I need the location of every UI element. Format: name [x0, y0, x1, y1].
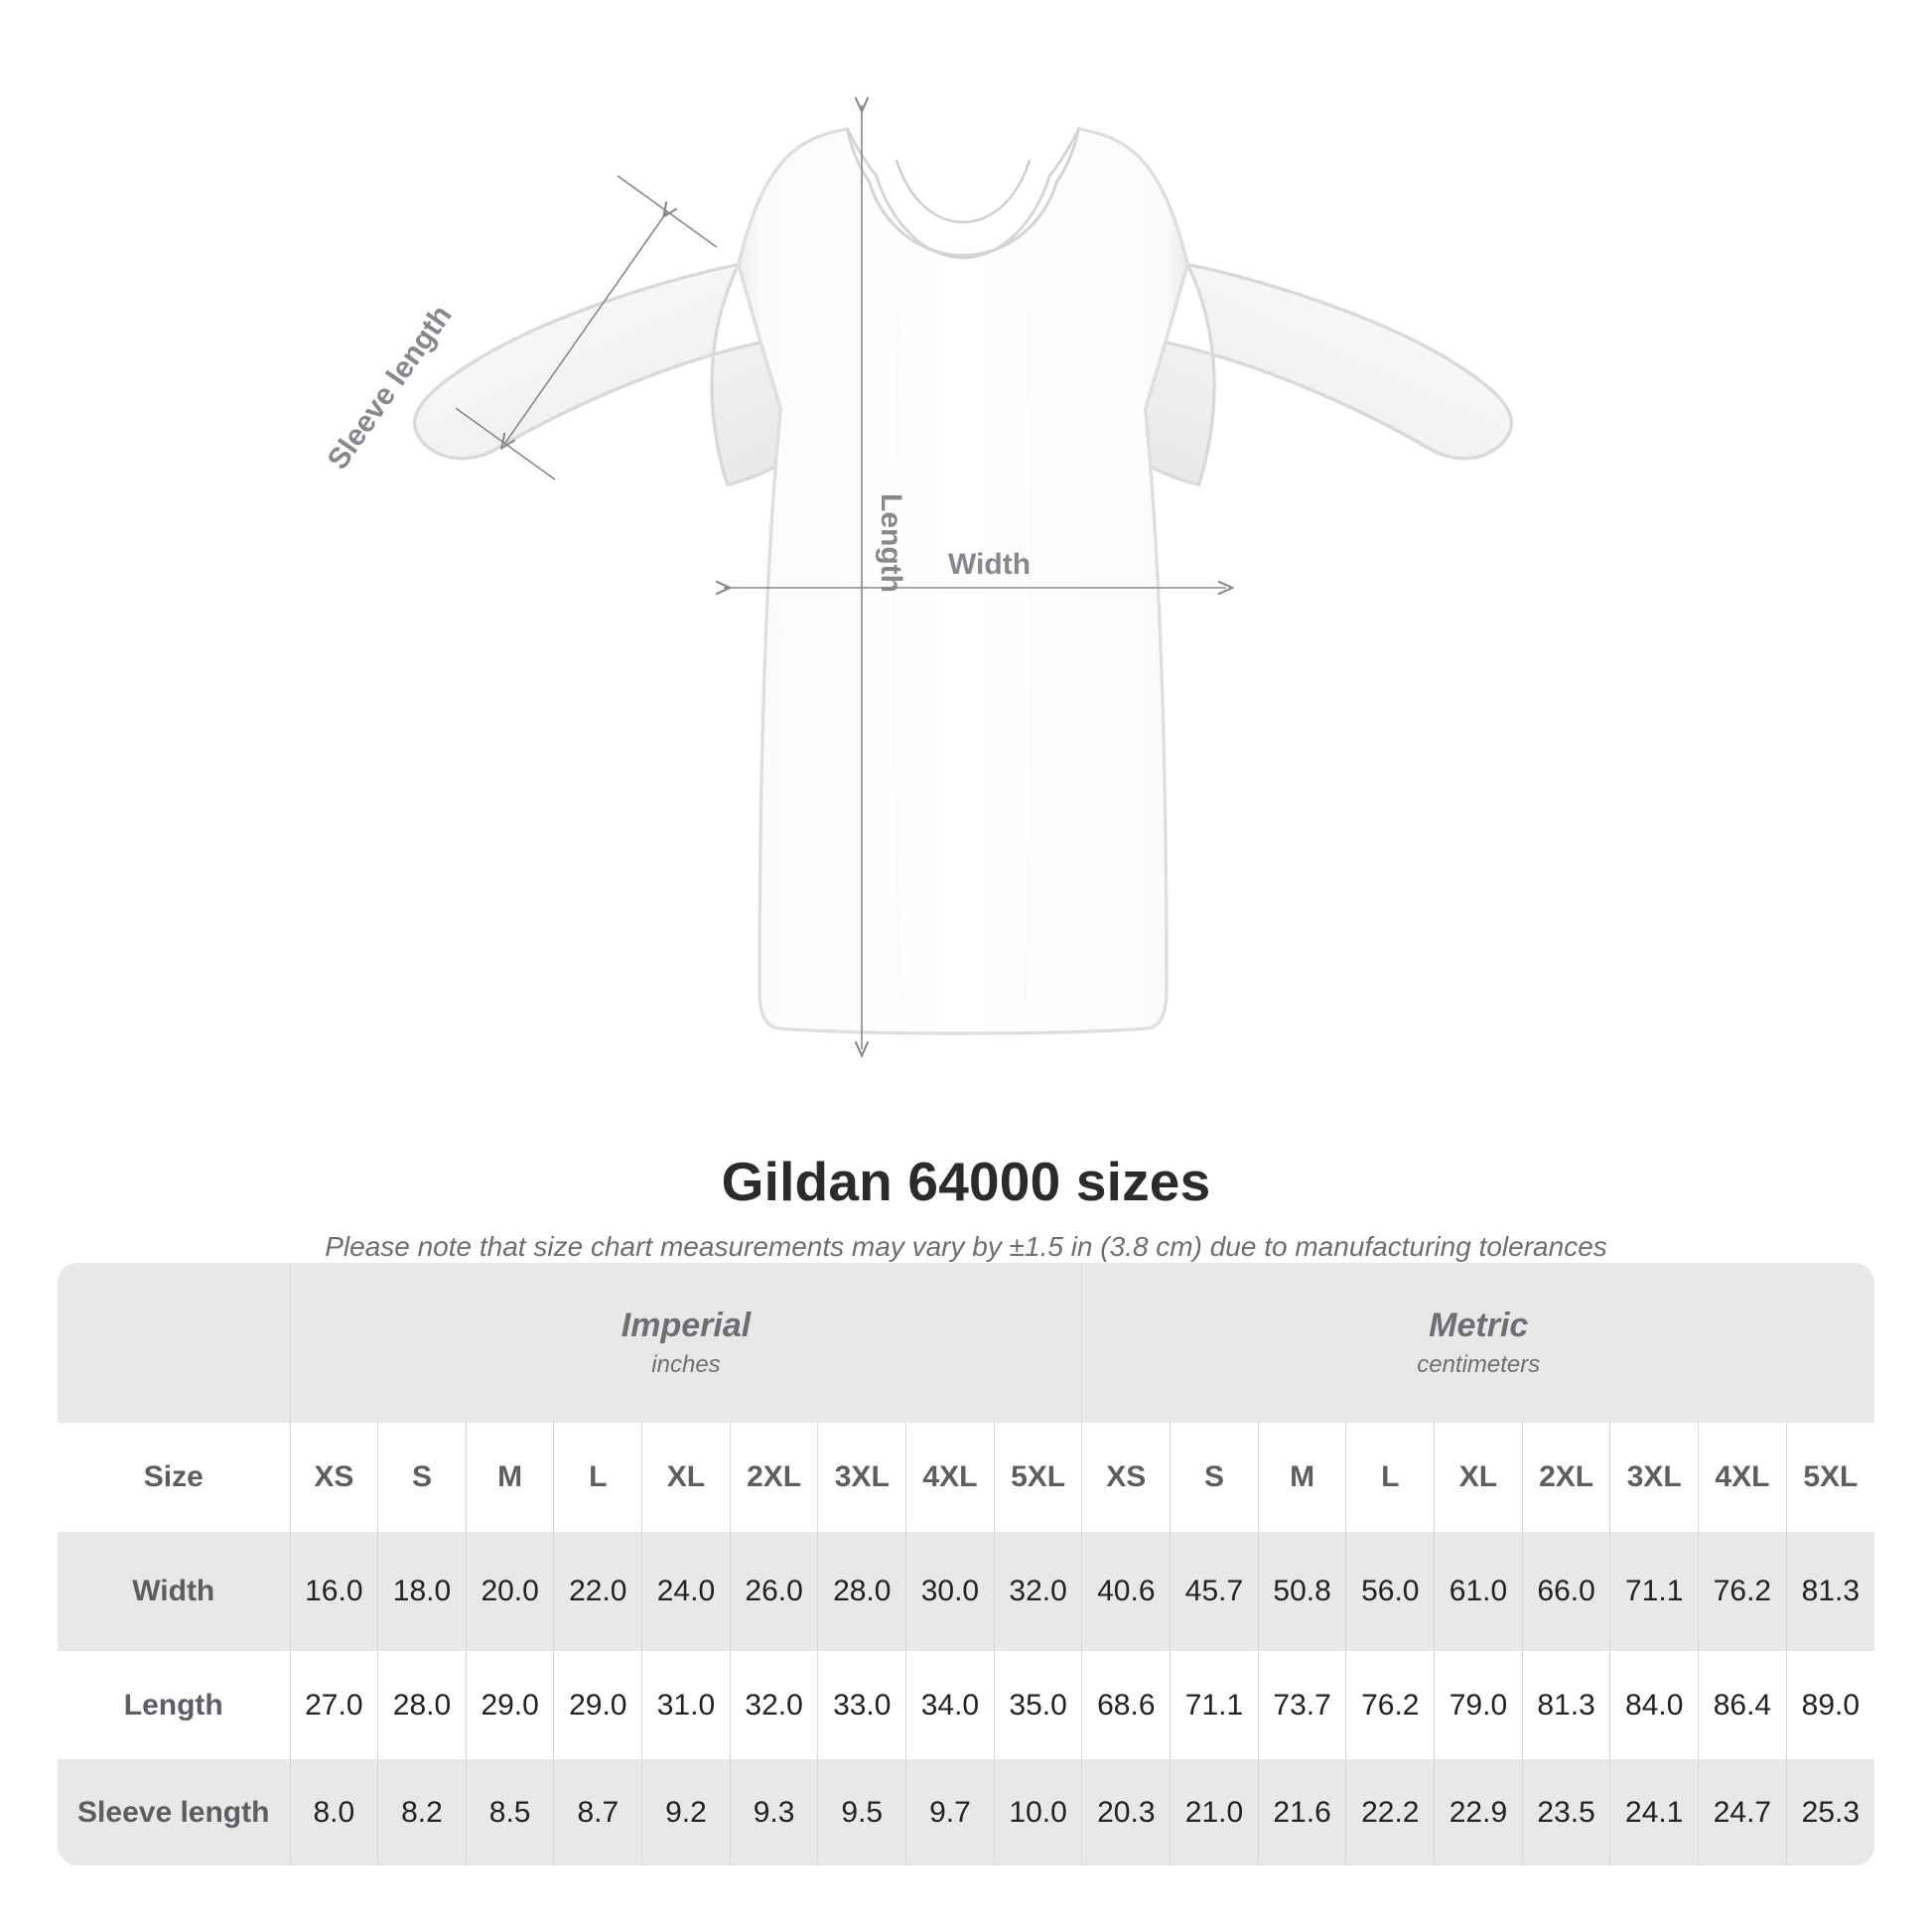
svg-text:Sleeve length: Sleeve length: [322, 300, 459, 476]
svg-text:Width: Width: [948, 548, 1031, 581]
svg-text:Length: Length: [875, 493, 907, 593]
